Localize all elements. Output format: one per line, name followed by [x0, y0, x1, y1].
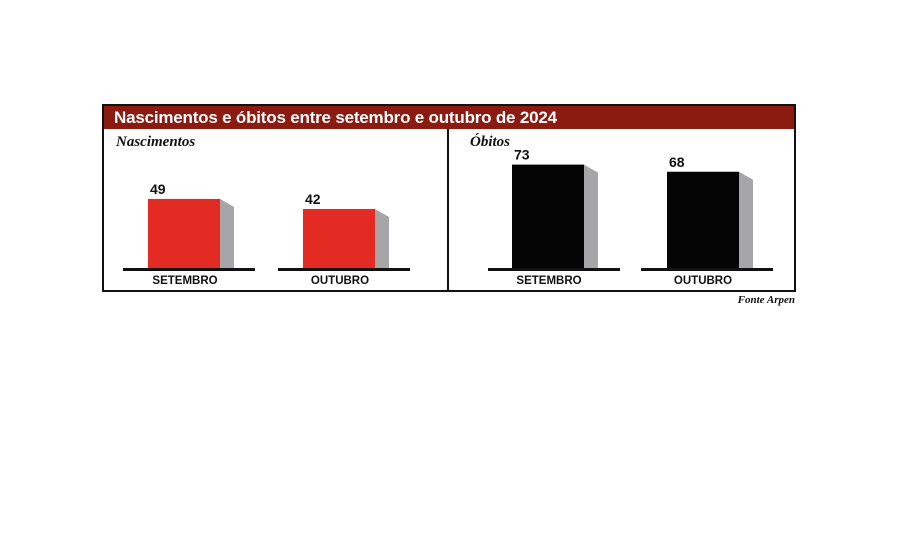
- deaths-panel-title: Óbitos: [470, 134, 511, 150]
- bar-side-0-1: [375, 208, 389, 269]
- category-label-1-1: OUTUBRO: [674, 275, 732, 287]
- category-label-0-1: OUTUBRO: [311, 275, 369, 287]
- bar-1-0: [512, 164, 584, 269]
- value-label-0-1: 42: [305, 191, 321, 207]
- bar-0-1: [303, 208, 375, 269]
- value-label-0-0: 49: [150, 181, 166, 197]
- births-panel-title: Nascimentos: [116, 134, 196, 150]
- source-note: Fonte Arpen: [737, 294, 795, 306]
- chart-title: Nascimentos e óbitos entre setembro e ou…: [104, 106, 794, 129]
- value-label-1-1: 68: [669, 154, 685, 170]
- bar-side-1-0: [584, 164, 598, 269]
- bar-1-1: [667, 171, 739, 269]
- value-label-1-0: 73: [514, 147, 530, 163]
- baseline-1-0: [488, 268, 620, 271]
- panel-divider: [447, 129, 449, 290]
- bar-0-0: [148, 198, 220, 269]
- baseline-1-1: [641, 268, 773, 271]
- category-label-1-0: SETEMBRO: [516, 275, 581, 287]
- baseline-0-0: [123, 268, 255, 271]
- category-label-0-0: SETEMBRO: [152, 275, 217, 287]
- bar-side-0-0: [220, 198, 234, 269]
- baseline-0-1: [278, 268, 410, 271]
- bar-side-1-1: [739, 171, 753, 269]
